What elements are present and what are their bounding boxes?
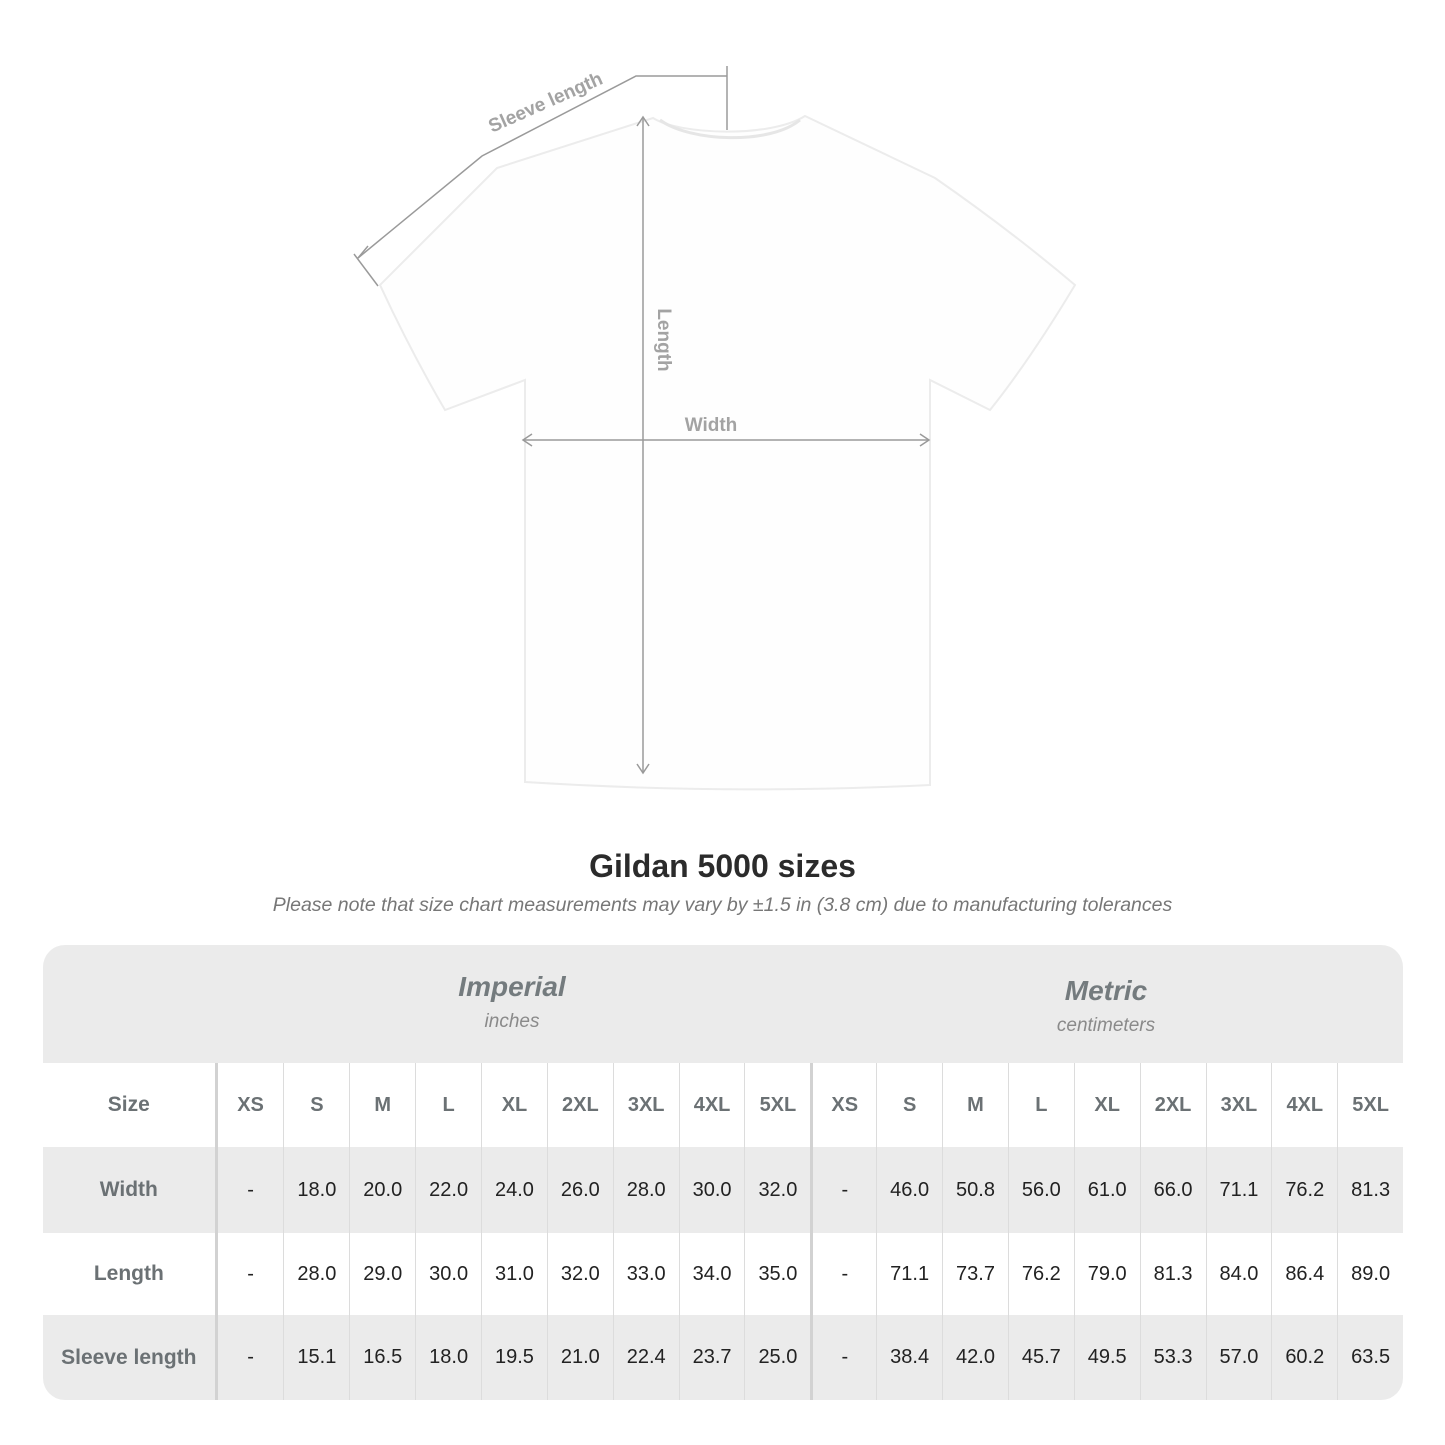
metric-value-cell: - [810,1233,876,1315]
imperial-size-header: 2XL [546,1063,613,1147]
metric-value-cell: 56.0 [1007,1147,1074,1233]
metric-value-cell: 81.3 [1337,1147,1403,1233]
metric-title: Metric [1064,975,1148,1006]
row-label: Sleeve length [43,1315,218,1400]
metric-size-header: 4XL [1271,1063,1337,1147]
imperial-size-header: XL [481,1063,547,1147]
table-row: Width -18.0 20.0 22.0 24.0 26.0 28.0 30.0 32.0-4… [43,1147,1403,1233]
metric-value-cell: 60.2 [1271,1315,1337,1400]
imperial-value-cell: 29.0 [349,1233,415,1315]
imperial-value-cell: 19.5 [481,1315,547,1400]
imperial-value-cell: 21.0 [546,1315,613,1400]
metric-value-cell: 79.0 [1073,1233,1140,1315]
metric-value-cell: 42.0 [942,1315,1008,1400]
imperial-value-cell: 20.0 [349,1147,415,1233]
metric-size-header: 5XL [1337,1063,1403,1147]
metric-value-cell: 71.1 [876,1233,942,1315]
imperial-value-cell: 15.1 [283,1315,349,1400]
imperial-value-cell: 18.0 [415,1315,481,1400]
metric-value-cell: 89.0 [1337,1233,1403,1315]
metric-value-cell: 63.5 [1337,1315,1403,1400]
metric-size-header: S [876,1063,942,1147]
metric-value-cell: 71.1 [1205,1147,1272,1233]
measure-lines [353,66,931,775]
metric-size-header: M [942,1063,1008,1147]
metric-unit: centimeters [1056,1015,1156,1036]
imperial-value-cell: 28.0 [283,1233,349,1315]
row-label: Width [43,1147,218,1233]
imperial-size-header: 5XL [744,1063,810,1147]
imperial-value-cell: - [247,1178,254,1201]
size-column-header: Size [43,1063,218,1147]
metric-value-cell: - [810,1315,876,1400]
imperial-size-header: L [415,1063,481,1147]
metric-value-cell: 61.0 [1073,1147,1140,1233]
imperial-unit: inches [484,1011,540,1032]
length-label: Length [653,308,674,371]
imperial-size-header: 3XL [612,1063,679,1147]
imperial-value-cell: 18.0 [283,1147,349,1233]
imperial-value-cell: 22.4 [612,1315,679,1400]
imperial-value-cell: 31.0 [481,1233,547,1315]
imperial-value-cell: 28.0 [612,1147,679,1233]
imperial-value-cell: 26.0 [546,1147,613,1233]
metric-value-cell: 81.3 [1139,1233,1206,1315]
metric-value-cell: 38.4 [876,1315,942,1400]
table-row: Length -28.0 29.0 30.0 31.0 32.0 33.0 34.0 35.0-… [43,1233,1403,1315]
imperial-header: Imperial inches [215,945,809,1089]
sleeve-length-label: Sleeve length [486,68,606,137]
imperial-value-cell: 32.0 [546,1233,613,1315]
metric-value-cell: 53.3 [1139,1315,1206,1400]
imperial-value-cell: 16.5 [349,1315,415,1400]
imperial-title: Imperial [458,971,566,1002]
metric-value-cell: - [810,1147,876,1233]
imperial-value-cell: 35.0 [744,1233,810,1315]
metric-value-cell: 57.0 [1205,1315,1272,1400]
metric-value-cell: 49.5 [1073,1315,1140,1400]
row-label: Length [43,1233,218,1315]
imperial-value-cell: - [247,1262,254,1285]
metric-value-cell: 45.7 [1007,1315,1074,1400]
imperial-size-header: S [283,1063,349,1147]
page-title: Gildan 5000 sizes [589,848,856,884]
table-row: Sleeve length - 15.1 16.5 18.0 19.5 21.0 22.4 23… [43,1315,1403,1400]
imperial-value-cell: - [247,1346,254,1368]
metric-size-header: 2XL [1139,1063,1206,1147]
imperial-value-cell: 32.0 [744,1147,810,1233]
collar [659,118,801,140]
imperial-value-cell: 22.0 [415,1147,481,1233]
metric-value-cell: 50.8 [942,1147,1008,1233]
imperial-size-header: 4XL [678,1063,745,1147]
imperial-value-cell: 30.0 [415,1233,481,1315]
size-table: Imperial inches Metric centimeters Size X… [43,945,1403,1400]
metric-value-cell: 46.0 [876,1147,942,1233]
metric-value-cell: 73.7 [942,1233,1008,1315]
imperial-size-header: XS [237,1093,264,1116]
metric-size-header: XL [1073,1063,1140,1147]
imperial-value-cell: 33.0 [612,1233,679,1315]
metric-value-cell: 84.0 [1205,1233,1272,1315]
tolerance-note: Please note that size chart measurements… [272,894,1173,916]
metric-size-header: 3XL [1205,1063,1272,1147]
metric-value-cell: 76.2 [1271,1147,1337,1233]
imperial-value-cell: 24.0 [481,1147,547,1233]
tshirt-diagram: Sleeve length Length Width [353,66,1077,791]
metric-size-header: XS [810,1063,876,1147]
metric-header: Metric centimeters [809,945,1403,1093]
imperial-value-cell: 34.0 [678,1233,745,1315]
imperial-value-cell: 25.0 [744,1315,810,1400]
table-header-row: Size XS S M L XL 2XL 3XL 4XL 5XL XS S M L XL 2XL 3XL 4XL 5… [43,1063,1403,1147]
width-label: Width [685,415,738,436]
imperial-value-cell: 23.7 [678,1315,745,1400]
metric-value-cell: 66.0 [1139,1147,1206,1233]
imperial-value-cell: 30.0 [678,1147,745,1233]
imperial-size-header: M [349,1063,415,1147]
metric-value-cell: 86.4 [1271,1233,1337,1315]
metric-size-header: L [1007,1063,1074,1147]
tshirt-illustration [378,114,1077,791]
metric-value-cell: 76.2 [1007,1233,1074,1315]
